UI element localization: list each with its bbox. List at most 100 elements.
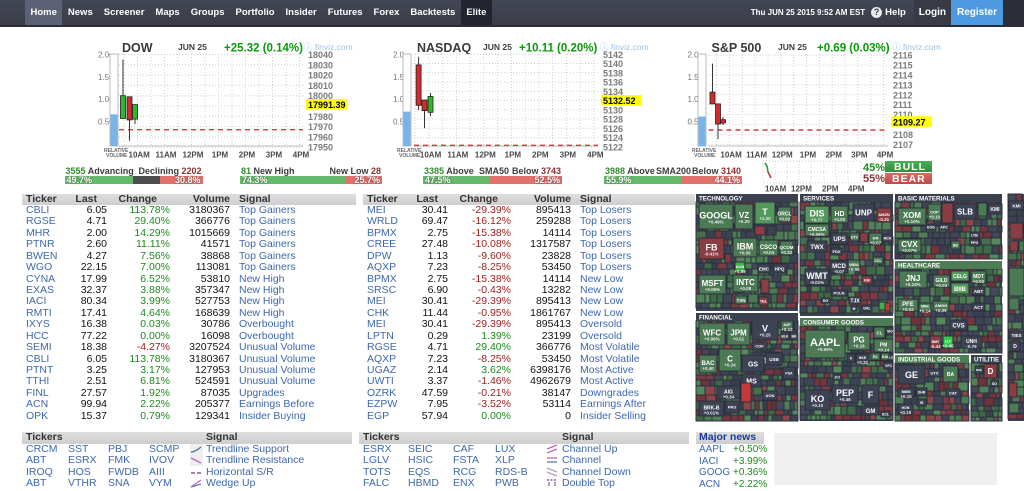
svg-text:18040: 18040 xyxy=(308,50,333,60)
svg-text:APC: APC xyxy=(940,225,948,229)
svg-text:F: F xyxy=(868,390,874,400)
svg-text:LYB: LYB xyxy=(971,233,978,237)
svg-text:CMCSA: CMCSA xyxy=(808,227,827,233)
svg-text:MCK: MCK xyxy=(884,236,892,240)
svg-text:UTILITIE: UTILITIE xyxy=(974,357,999,364)
svg-text:2109.27: 2109.27 xyxy=(893,117,926,127)
svg-text:5140: 5140 xyxy=(603,59,623,69)
svg-text:+0.32: +0.32 xyxy=(781,250,793,255)
svg-text:RELATIVE: RELATIVE xyxy=(692,148,717,154)
svg-text:12PM: 12PM xyxy=(475,151,496,160)
svg-text:10AM: 10AM xyxy=(720,151,742,160)
svg-text:VOLUME: VOLUME xyxy=(399,153,421,159)
svg-text:TWX: TWX xyxy=(810,245,823,251)
svg-text:17980: 17980 xyxy=(308,112,333,122)
svg-text:2115: 2115 xyxy=(893,61,913,71)
svg-text:1.0: 1.0 xyxy=(688,95,700,104)
svg-text:2114: 2114 xyxy=(893,71,913,81)
svg-text:10AM: 10AM xyxy=(420,151,442,160)
svg-text:ⓘ finviz.com: ⓘ finviz.com xyxy=(892,42,941,52)
svg-text:UNP: UNP xyxy=(855,209,873,218)
svg-text:+10.11 (0.20%): +10.11 (0.20%) xyxy=(519,43,597,55)
svg-text:VFC: VFC xyxy=(885,364,892,368)
svg-text:SO: SO xyxy=(992,382,997,386)
svg-text:12PM: 12PM xyxy=(183,151,204,160)
svg-text:5138: 5138 xyxy=(603,68,623,78)
svg-text:JUN 25: JUN 25 xyxy=(483,42,512,52)
svg-text:3PM: 3PM xyxy=(851,151,868,160)
svg-text:+0.08: +0.08 xyxy=(740,286,752,291)
svg-text:4PM: 4PM xyxy=(877,151,894,160)
svg-text:2107: 2107 xyxy=(893,140,913,150)
svg-text:AXP: AXP xyxy=(783,323,791,327)
svg-text:+0.12: +0.12 xyxy=(781,327,793,332)
svg-text:+0.02: +0.02 xyxy=(902,307,914,312)
svg-text:CAT: CAT xyxy=(949,391,957,396)
svg-text:MS: MS xyxy=(746,378,757,385)
svg-text:ECL: ECL xyxy=(882,412,890,416)
svg-text:KMI: KMI xyxy=(990,207,1000,213)
svg-text:T: T xyxy=(762,207,768,217)
svg-text:IBM: IBM xyxy=(737,241,754,251)
svg-text:+0.05: +0.05 xyxy=(739,250,751,255)
svg-text:DG: DG xyxy=(823,299,829,303)
svg-text:UNH: UNH xyxy=(966,339,977,345)
svg-text:MMM: MMM xyxy=(902,390,911,394)
svg-text:5126: 5126 xyxy=(603,124,623,134)
svg-text:2PM: 2PM xyxy=(825,151,842,160)
svg-text:DHR: DHR xyxy=(918,390,926,394)
svg-text:WFC: WFC xyxy=(703,329,721,338)
svg-text:12PM: 12PM xyxy=(791,185,812,194)
svg-text:0.5: 0.5 xyxy=(393,117,405,126)
svg-text:+0.06%: +0.06% xyxy=(809,232,824,237)
svg-text:NASDAQ: NASDAQ xyxy=(417,41,471,55)
svg-text:18010: 18010 xyxy=(308,81,333,91)
svg-text:CSCO: CSCO xyxy=(760,245,778,251)
svg-text:PM: PM xyxy=(880,343,888,349)
svg-text:5124: 5124 xyxy=(603,133,623,143)
svg-text:-0.76: -0.76 xyxy=(966,344,977,349)
svg-text:EMC: EMC xyxy=(759,266,770,271)
svg-text:PG: PG xyxy=(853,336,865,345)
svg-text:GE: GE xyxy=(905,370,918,380)
svg-text:4PM: 4PM xyxy=(293,151,310,160)
svg-text:CVS: CVS xyxy=(952,323,964,329)
svg-text:TJX: TJX xyxy=(850,299,860,305)
svg-text:PFE: PFE xyxy=(902,302,914,308)
svg-text:+0.16: +0.16 xyxy=(853,344,865,349)
svg-text:10AM: 10AM xyxy=(129,151,151,160)
svg-text:VOLUME: VOLUME xyxy=(694,153,716,159)
svg-text:5142: 5142 xyxy=(603,50,623,60)
svg-text:COF: COF xyxy=(755,344,764,349)
svg-text:LO: LO xyxy=(889,356,894,360)
svg-text:-0.31: -0.31 xyxy=(879,217,890,222)
svg-text:+0.06%: +0.06% xyxy=(705,287,720,292)
svg-text:BK: BK xyxy=(791,334,797,338)
svg-text:VOLUME: VOLUME xyxy=(106,153,128,159)
svg-text:+0.45: +0.45 xyxy=(942,344,954,349)
svg-text:17950: 17950 xyxy=(308,143,333,153)
svg-text:HD: HD xyxy=(834,211,844,218)
svg-text:KMI: KMI xyxy=(1012,203,1020,208)
svg-text:JCI: JCI xyxy=(834,375,839,379)
svg-text:RELATIVE: RELATIVE xyxy=(397,148,422,154)
svg-text:CL: CL xyxy=(877,330,883,335)
svg-text:DAL: DAL xyxy=(863,306,871,310)
svg-text:+0.32: +0.32 xyxy=(857,360,869,365)
svg-text:WMT: WMT xyxy=(806,271,828,281)
svg-text:5122: 5122 xyxy=(603,142,623,152)
svg-text:JPM: JPM xyxy=(730,329,747,338)
svg-text:-0.41%: -0.41% xyxy=(704,251,718,256)
svg-text:2.0: 2.0 xyxy=(393,51,405,60)
svg-text:K: K xyxy=(850,356,853,360)
svg-text:SLB: SLB xyxy=(957,208,973,217)
svg-text:AAPL: AAPL xyxy=(810,337,840,349)
svg-text:+0.15: +0.15 xyxy=(900,410,912,415)
svg-text:1.5: 1.5 xyxy=(393,73,405,82)
svg-text:AON: AON xyxy=(766,393,775,398)
svg-text:1.5: 1.5 xyxy=(688,73,700,82)
svg-text:+0.02: +0.02 xyxy=(779,217,791,222)
svg-text:+25.32 (0.14%): +25.32 (0.14%) xyxy=(224,43,303,55)
svg-text:UPS: UPS xyxy=(833,237,845,243)
svg-text:HEALTHCARE: HEALTHCARE xyxy=(898,263,940,270)
